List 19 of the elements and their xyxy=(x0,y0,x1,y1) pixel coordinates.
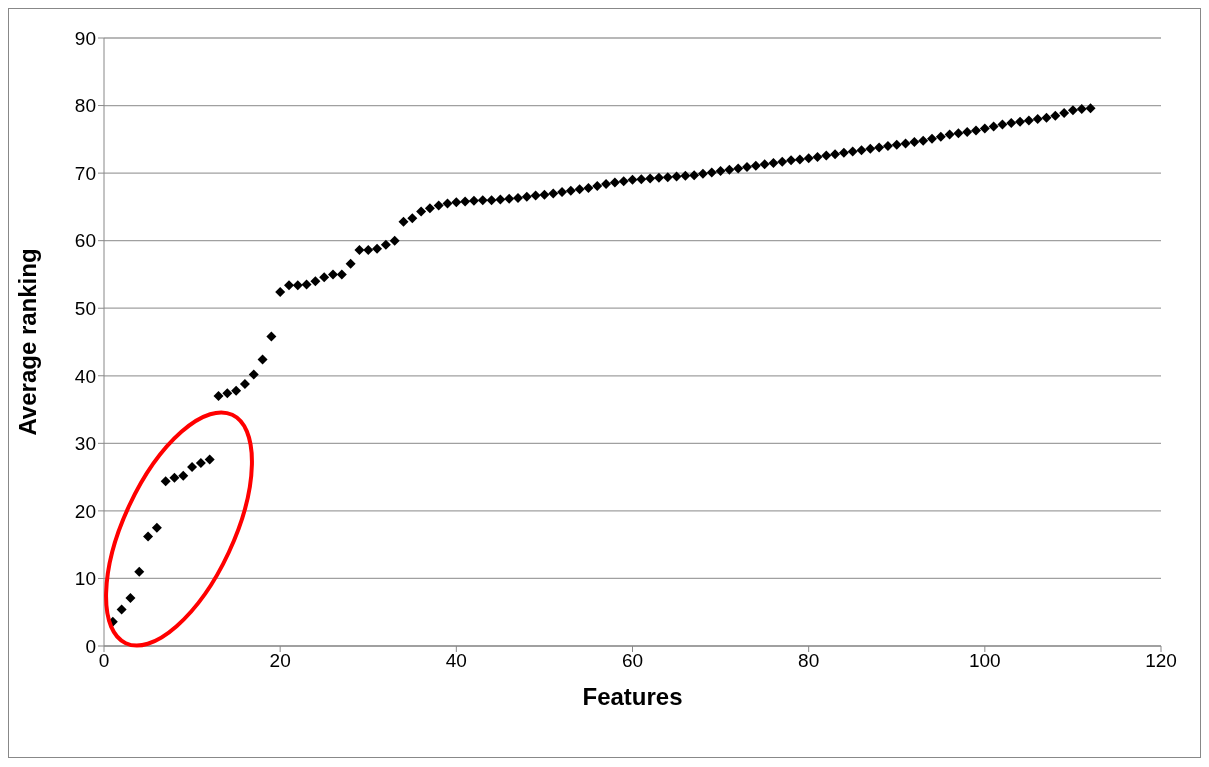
y-tick-label: 10 xyxy=(74,568,96,590)
x-tick-label: 0 xyxy=(98,650,110,672)
y-tick-label: 0 xyxy=(85,635,96,657)
x-tick-label: 100 xyxy=(968,650,1001,672)
y-tick-label: 30 xyxy=(74,433,96,455)
y-axis-title: Average ranking xyxy=(13,248,41,436)
x-axis-title: Features xyxy=(582,683,683,710)
y-tick-label: 20 xyxy=(74,500,96,522)
y-tick-label: 60 xyxy=(74,230,96,252)
x-tick-label: 120 xyxy=(1145,650,1177,672)
y-tick-label: 40 xyxy=(74,365,96,387)
y-tick-label: 90 xyxy=(74,27,96,49)
y-tick-label: 80 xyxy=(74,95,96,117)
x-tick-label: 40 xyxy=(445,650,467,672)
y-tick-label: 70 xyxy=(74,162,96,184)
x-tick-label: 20 xyxy=(269,650,291,672)
x-tick-label: 60 xyxy=(621,650,644,672)
y-tick-label: 50 xyxy=(74,297,96,319)
x-tick-label: 80 xyxy=(798,650,820,672)
